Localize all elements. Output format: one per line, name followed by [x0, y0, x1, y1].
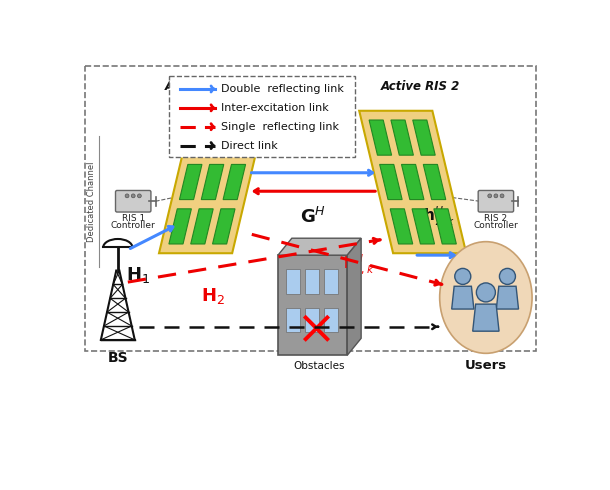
Bar: [324, 269, 338, 294]
Polygon shape: [434, 209, 456, 244]
Bar: [305, 308, 319, 332]
Ellipse shape: [440, 242, 532, 353]
Polygon shape: [379, 165, 402, 199]
FancyBboxPatch shape: [478, 191, 514, 212]
Text: Users: Users: [465, 359, 507, 372]
Circle shape: [125, 194, 129, 198]
Circle shape: [500, 194, 504, 198]
Circle shape: [455, 269, 471, 284]
Text: $\mathbf{G}$: $\mathbf{G}$: [306, 139, 321, 157]
Bar: [285, 308, 300, 332]
Polygon shape: [234, 120, 256, 155]
Text: Double  reflecting link: Double reflecting link: [221, 84, 344, 94]
Polygon shape: [201, 165, 224, 199]
Polygon shape: [413, 120, 435, 155]
Text: BS: BS: [107, 351, 128, 366]
Polygon shape: [497, 286, 518, 309]
Text: Obstacles: Obstacles: [294, 362, 345, 371]
Polygon shape: [423, 165, 446, 199]
Circle shape: [500, 269, 515, 284]
Text: Single  reflecting link: Single reflecting link: [221, 122, 339, 132]
Bar: [324, 308, 338, 332]
Bar: [85, 67, 536, 351]
Polygon shape: [159, 111, 266, 253]
Polygon shape: [359, 111, 466, 253]
Text: Dedicated Channel: Dedicated Channel: [87, 161, 96, 242]
Polygon shape: [179, 165, 202, 199]
Text: $\mathbf{h}_{2,k}^{H}$: $\mathbf{h}_{2,k}^{H}$: [423, 204, 455, 228]
Text: $\mathbf{H}_1$: $\mathbf{H}_1$: [126, 265, 150, 285]
Polygon shape: [278, 238, 361, 255]
Circle shape: [137, 194, 142, 198]
Polygon shape: [212, 209, 235, 244]
Bar: [285, 269, 300, 294]
Polygon shape: [390, 209, 413, 244]
Polygon shape: [223, 165, 246, 199]
Text: Inter-excitation link: Inter-excitation link: [221, 103, 329, 113]
Text: $\mathbf{H}_2$: $\mathbf{H}_2$: [201, 286, 224, 306]
Text: Direct link: Direct link: [221, 141, 278, 150]
Text: Controller: Controller: [473, 220, 518, 229]
Polygon shape: [169, 209, 192, 244]
Text: $\mathbf{G}^H$: $\mathbf{G}^H$: [300, 207, 326, 227]
Text: Active RIS 1: Active RIS 1: [165, 80, 245, 94]
Polygon shape: [401, 165, 424, 199]
Polygon shape: [473, 304, 499, 331]
Polygon shape: [212, 120, 234, 155]
Text: Controller: Controller: [111, 220, 156, 229]
Text: RIS 1: RIS 1: [121, 214, 145, 223]
Polygon shape: [451, 286, 474, 309]
Polygon shape: [412, 209, 434, 244]
Circle shape: [131, 194, 135, 198]
Polygon shape: [347, 238, 361, 355]
Text: $\mathbf{h}_{1,k}^{H}$: $\mathbf{h}_{1,k}^{H}$: [343, 252, 375, 276]
Bar: [305, 269, 319, 294]
Polygon shape: [369, 120, 392, 155]
FancyBboxPatch shape: [115, 191, 151, 212]
Polygon shape: [391, 120, 414, 155]
Circle shape: [476, 283, 495, 302]
Polygon shape: [191, 209, 214, 244]
Text: Active RIS 2: Active RIS 2: [381, 80, 460, 94]
Circle shape: [488, 194, 492, 198]
Circle shape: [494, 194, 498, 198]
Text: RIS 2: RIS 2: [484, 214, 508, 223]
Bar: [170, 76, 355, 157]
Bar: [278, 255, 347, 355]
Polygon shape: [190, 120, 212, 155]
